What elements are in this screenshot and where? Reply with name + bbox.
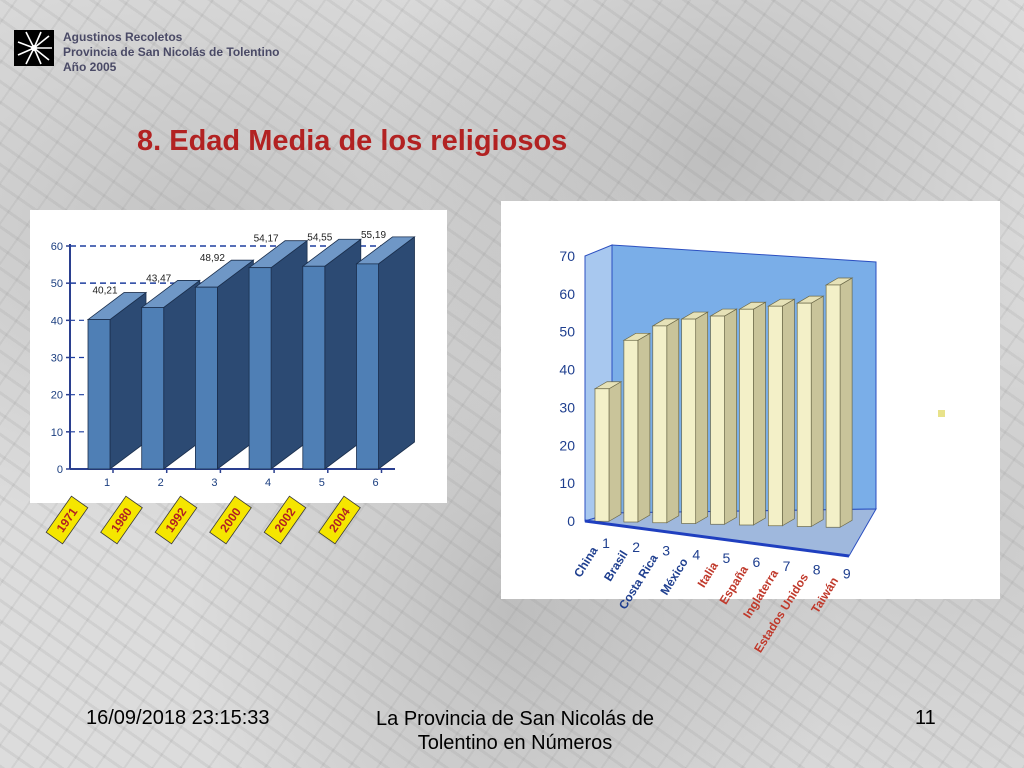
y-tick-label: 60 — [51, 241, 63, 253]
year-label: Año 2005 — [63, 60, 117, 74]
year-tag-box — [318, 495, 361, 545]
year-tag-box — [154, 495, 198, 545]
x-tick-label: 6 — [372, 477, 378, 489]
data-label: 55,19 — [361, 230, 386, 241]
x-tick-label: 4 — [265, 477, 271, 489]
bar — [710, 315, 725, 525]
bar — [623, 339, 639, 523]
data-label: 54,17 — [254, 234, 279, 245]
x-tick-label: 7 — [783, 558, 791, 574]
x-tick-label: 5 — [722, 550, 730, 566]
footer-date: 16/09/2018 23:15:33 — [86, 707, 270, 729]
data-label: 40,21 — [92, 286, 117, 297]
y-tick-label: 50 — [559, 324, 575, 340]
x-tick-label: 1 — [104, 477, 110, 489]
bar — [248, 267, 272, 470]
organization-block: Agustinos Recoletos Provincia de San Nic… — [63, 30, 280, 75]
x-tick-label: 6 — [753, 554, 761, 570]
slide-title: 8. Edad Media de los religiosos — [137, 125, 568, 157]
sparkle-decoration — [938, 410, 945, 417]
province-name: Provincia de San Nicolás de Tolentino — [63, 45, 280, 59]
year-tag: 1992 — [154, 495, 198, 545]
bar-side — [810, 295, 824, 528]
x-tick-label: 8 — [813, 562, 821, 578]
bar — [739, 308, 754, 526]
bar — [652, 325, 668, 524]
x-tick-label: 9 — [843, 565, 851, 581]
bar-side — [666, 318, 680, 524]
y-tick-label: 20 — [51, 390, 63, 402]
year-tag: 2000 — [209, 495, 252, 545]
year-tag-box — [45, 495, 89, 545]
bar-side — [608, 381, 622, 522]
starburst-logo-icon — [17, 31, 52, 65]
bar — [302, 265, 326, 470]
bar — [356, 263, 379, 470]
y-tick-label: 40 — [559, 362, 575, 378]
bar-side — [695, 311, 709, 525]
y-tick-label: 60 — [559, 286, 575, 302]
year-tag-box — [100, 495, 143, 545]
bar — [796, 302, 812, 527]
x-tick-label: 3 — [211, 477, 217, 489]
y-tick-label: 40 — [51, 315, 63, 327]
data-label: 48,92 — [200, 253, 225, 264]
bar — [594, 388, 610, 522]
country-label: China — [571, 544, 601, 580]
country-label: México — [657, 556, 690, 598]
country-label: Taiwán — [808, 575, 841, 616]
y-tick-label: 70 — [559, 248, 575, 264]
bar-side — [839, 277, 853, 528]
y-tick-label: 30 — [559, 399, 575, 415]
country-label: España — [716, 563, 751, 607]
bar — [767, 305, 783, 527]
country-label: Brasil — [601, 548, 631, 584]
bar — [825, 284, 841, 528]
bar — [681, 318, 697, 524]
y-tick-label: 0 — [57, 464, 63, 476]
bar-side — [781, 298, 795, 527]
org-name: Agustinos Recoletos — [63, 30, 183, 44]
bar-side — [753, 301, 766, 526]
x-tick-label: 1 — [602, 535, 610, 551]
footer-title: La Provincia de San Nicolás de Tolentino… — [376, 708, 654, 754]
y-tick-label: 0 — [567, 513, 575, 529]
y-tick-label: 50 — [51, 278, 63, 290]
x-tick-label: 4 — [692, 546, 700, 562]
bar — [194, 286, 218, 470]
bar-side — [637, 332, 651, 523]
country-label: Italia — [695, 559, 722, 590]
bar — [141, 307, 165, 470]
year-tag-box — [263, 495, 307, 545]
x-axis — [584, 519, 850, 558]
logo — [14, 30, 54, 66]
x-tick-label: 5 — [319, 477, 325, 489]
data-label: 43,47 — [146, 273, 171, 284]
data-label: 54,55 — [307, 232, 332, 243]
bar-side — [724, 308, 737, 525]
page-number: 11 — [915, 707, 936, 729]
x-tick-label: 2 — [632, 539, 640, 555]
y-tick-label: 10 — [51, 427, 63, 439]
bar — [87, 319, 111, 470]
y-tick-label: 30 — [51, 353, 63, 365]
x-tick-label: 3 — [662, 543, 670, 559]
y-tick-label: 20 — [559, 437, 575, 453]
year-tag-box — [209, 495, 252, 545]
x-tick-label: 2 — [158, 477, 164, 489]
y-tick-label: 10 — [559, 475, 575, 491]
